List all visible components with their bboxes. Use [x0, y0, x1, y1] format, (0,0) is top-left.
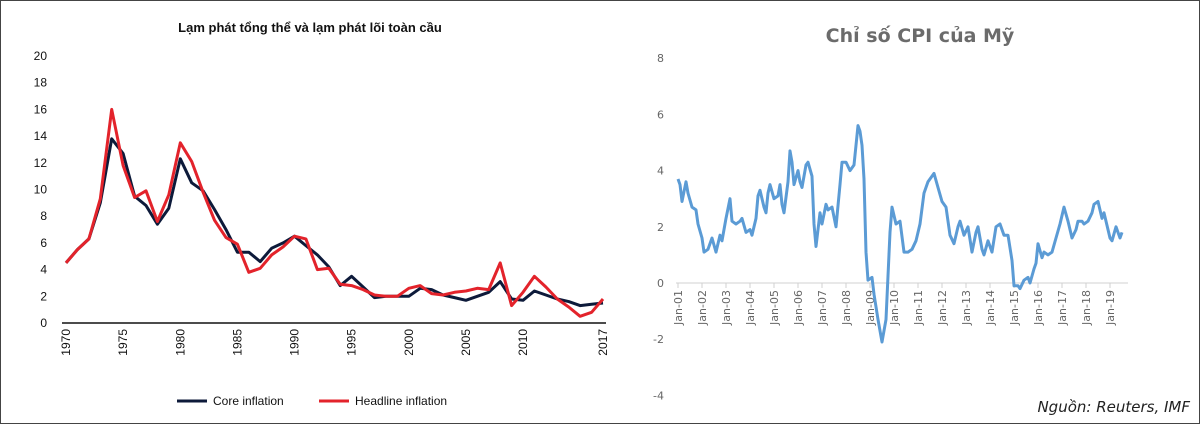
right-x-tick-label: Jan-14: [984, 290, 997, 326]
right-chart-title: Chỉ số CPI của Mỹ: [826, 24, 1015, 47]
left-x-tick-label: 1970: [59, 329, 73, 356]
right-x-tick-label: Jan-12: [936, 290, 949, 326]
left-x-tick-label: 2005: [459, 329, 473, 356]
left-chart-title: Lạm phát tổng thể và lạm phát lõi toàn c…: [178, 20, 442, 35]
left-x-tick-label: 1990: [288, 329, 302, 356]
right-x-tick-label: Jan-03: [720, 290, 733, 326]
right-x-tick-label: Jan-10: [888, 290, 901, 326]
right-x-tick-label: Jan-17: [1056, 290, 1069, 326]
left-y-tick-label: 16: [34, 102, 48, 116]
left-y-tick-label: 10: [34, 183, 48, 197]
left-y-tick-label: 4: [40, 263, 47, 277]
left-x-tick-label: 2010: [516, 329, 530, 356]
source-note: Nguồn: Reuters, IMF: [1037, 398, 1190, 416]
legend-label-headline: Headline inflation: [355, 394, 447, 408]
right-x-tick-label: Jan-02: [696, 290, 709, 326]
right-x-tick-label: Jan-04: [744, 290, 757, 326]
right-x-tick-label: Jan-15: [1008, 290, 1021, 326]
left-x-tick-label: 1995: [345, 329, 359, 356]
right-x-tick-label: Jan-05: [768, 290, 781, 326]
right-x-tick-label: Jan-07: [816, 290, 829, 326]
us-cpi-line: [676, 124, 1124, 344]
right-y-tick-label: 8: [657, 52, 664, 65]
left-y-tick-label: 18: [34, 76, 48, 90]
left-y-tick-label: 8: [40, 209, 47, 223]
left-x-tick-label: 2017: [596, 329, 610, 356]
left-y-tick-label: 0: [40, 316, 47, 330]
left-x-tick-label: 1975: [116, 329, 130, 356]
right-y-tick-label: 2: [657, 221, 664, 234]
right-x-tick-label: Jan-18: [1080, 290, 1093, 326]
left-x-tick-label: 1980: [173, 329, 187, 356]
right-x-tick-label: Jan-19: [1104, 290, 1117, 326]
right-x-tick-label: Jan-11: [912, 290, 925, 326]
left-y-tick-label: 14: [34, 129, 48, 143]
right-y-tick-label: 0: [657, 277, 664, 290]
right-y-tick-label: -4: [653, 389, 664, 402]
right-y-tick-label: -2: [653, 333, 664, 346]
right-x-tick-label: Jan-01: [672, 290, 685, 326]
right-x-tick-label: Jan-16: [1032, 290, 1045, 326]
left-y-tick-label: 2: [40, 289, 47, 303]
headline-inflation-line: [64, 107, 605, 318]
right-y-tick-label: 4: [657, 165, 664, 178]
right-x-tick-label: Jan-08: [840, 290, 853, 326]
left-y-tick-label: 12: [34, 156, 48, 170]
legend: Core inflation Headline inflation: [177, 394, 447, 408]
right-x-tick-label: Jan-06: [792, 290, 805, 326]
left-y-tick-label: 6: [40, 236, 47, 250]
us-cpi-chart: Chỉ số CPI của Mỹ -4 -2 0 2 4 6 8 Jan-01 Jan-02 J…: [653, 24, 1190, 416]
left-x-tick-label: 1985: [230, 329, 244, 356]
right-x-tick-label: Jan-13: [960, 290, 973, 326]
left-x-tick-label: 2000: [402, 329, 416, 356]
legend-label-core: Core inflation: [213, 394, 284, 408]
right-y-tick-label: 6: [657, 108, 664, 121]
global-inflation-chart: Lạm phát tổng thể và lạm phát lõi toàn c…: [34, 20, 610, 408]
left-y-tick-label: 20: [34, 49, 48, 63]
